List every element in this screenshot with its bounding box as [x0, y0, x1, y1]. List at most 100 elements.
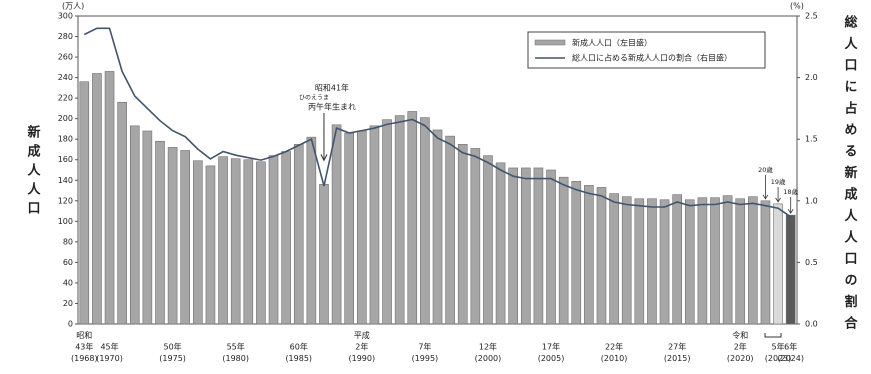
y-tick-label: 300: [58, 12, 73, 21]
legend-swatch: [534, 39, 566, 46]
y-tick-label: 140: [58, 176, 73, 185]
bar: [167, 147, 178, 325]
y-tick-label: 200: [58, 114, 73, 123]
annotation: 昭和41年: [315, 83, 349, 93]
bar: [773, 203, 783, 325]
bar: [647, 198, 657, 325]
y-tick-label: 220: [58, 94, 73, 103]
bar: [760, 200, 771, 325]
y2-tick-label: 2.0: [805, 73, 818, 82]
x-tick-label: 45年(1970): [96, 341, 123, 363]
legend-label: 総人口に占める新成人人口の割合（右目盛）: [572, 53, 732, 63]
bar: [571, 180, 582, 325]
bar: [520, 167, 531, 325]
bar: [281, 151, 291, 325]
bar: [256, 161, 266, 325]
x-tick-label: 17年(2005): [538, 341, 565, 363]
annotation-arrow: [320, 154, 328, 162]
x-tick-label: 27年(2015): [664, 341, 691, 363]
x-tick-label: 22年(2010): [601, 341, 628, 363]
y-tick-label: 160: [58, 155, 73, 164]
bar: [407, 111, 418, 325]
annotation-arrow: [762, 194, 769, 200]
bar: [79, 81, 90, 325]
annotation: 20歳: [758, 165, 773, 174]
bar: [483, 155, 493, 325]
bar: [508, 167, 518, 325]
x-tick-label: 60年(1985): [285, 341, 312, 363]
bar: [92, 73, 102, 325]
bar: [344, 132, 355, 325]
annotation-arrow: [787, 208, 794, 214]
y2-tick-label: 0.5: [805, 258, 818, 267]
bar: [357, 130, 367, 325]
bar: [155, 140, 165, 325]
bar: [659, 199, 670, 325]
annotation: ひのえうま: [299, 95, 329, 102]
bar: [293, 144, 304, 325]
ratio-line: [83, 27, 792, 218]
bar: [218, 156, 228, 325]
bar: [369, 125, 380, 325]
legend-label: 新成人人口（左目盛）: [572, 38, 652, 48]
annotation: 19歳: [771, 177, 786, 186]
y-tick-label: 100: [58, 217, 73, 226]
bar: [457, 144, 468, 325]
bar: [205, 165, 216, 325]
bar: [672, 194, 682, 325]
bar: [470, 148, 481, 325]
y-tick-label: 120: [58, 196, 73, 205]
bar: [621, 196, 632, 325]
bar: [697, 197, 708, 325]
bar: [180, 150, 191, 325]
bar: [596, 187, 607, 325]
annotation: 丙午年生まれ: [308, 102, 356, 112]
bar: [684, 199, 695, 325]
x-tick-label: 昭和 43年(1968): [71, 331, 98, 363]
x-tick-label: 平成 2年(1990): [349, 330, 376, 363]
bar: [331, 124, 342, 325]
bar: [142, 130, 153, 325]
bar: [117, 101, 127, 325]
bar: [193, 160, 203, 325]
y-tick-label: 20: [63, 299, 73, 308]
x-tick-label: 7年(1995): [412, 341, 439, 363]
y2-tick-label: 0.0: [805, 320, 818, 329]
bar: [230, 158, 241, 325]
bar: [748, 196, 758, 325]
x-tick-label: 55年(1980): [222, 341, 249, 363]
bar: [735, 198, 746, 325]
bar: [558, 176, 569, 325]
y-tick-label: 260: [58, 53, 73, 62]
y2-title: 総人口に占める新成人人口の割合: [842, 14, 858, 337]
bar: [432, 129, 443, 325]
x-tick-label: 6年(2024): [777, 341, 804, 363]
bar: [495, 162, 506, 325]
y-tick-label: 280: [58, 32, 73, 41]
y-tick-label: 60: [63, 258, 73, 267]
y-tick-label: 80: [63, 237, 73, 246]
y2-tick-label: 1.5: [805, 135, 818, 144]
y2-tick-label: 2.5: [805, 12, 818, 21]
legend: [527, 31, 766, 69]
bracket: [764, 333, 782, 338]
y2-unit: (%): [790, 2, 804, 11]
bar: [722, 195, 733, 325]
bar: [319, 184, 329, 325]
y-title: 新成人人口: [25, 124, 41, 220]
bar: [382, 119, 392, 325]
bar: [104, 71, 115, 325]
bar: [394, 115, 405, 325]
y-tick-label: 0: [68, 320, 73, 329]
x-tick-label: 12年(2000): [475, 341, 502, 363]
y-unit: (万人): [62, 2, 84, 11]
bar: [584, 185, 594, 325]
bar: [306, 136, 317, 325]
bar: [533, 167, 544, 325]
x-tick-label: 5年(2023): [765, 341, 792, 363]
x-tick-label: 令和 2年(2020): [727, 330, 754, 363]
bar: [785, 214, 796, 325]
y-tick-label: 240: [58, 73, 73, 82]
bar: [634, 198, 645, 325]
